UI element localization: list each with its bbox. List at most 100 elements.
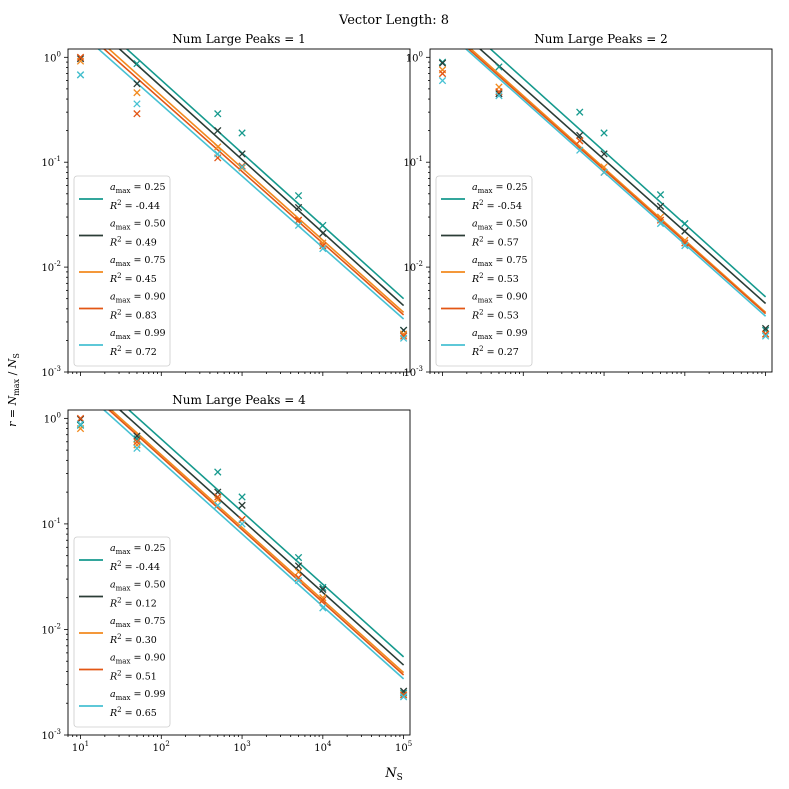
- legend-entry-amax-0.25: amax = 0.25 R2 = -0.54: [441, 182, 528, 212]
- data-point-amax-0.25: [214, 110, 222, 118]
- legend-amax-label: amax = 0.90: [472, 292, 528, 305]
- data-point-amax-0.75: [214, 143, 222, 151]
- legend-r2-label: R2 = 0.27: [471, 345, 519, 358]
- legend-amax-label: amax = 0.90: [110, 292, 166, 305]
- data-point-amax-0.25: [294, 553, 303, 562]
- data-point-amax-0.50: [294, 203, 303, 212]
- data-point-amax-0.99: [238, 520, 246, 528]
- legend-amax-label: amax = 0.99: [110, 689, 166, 702]
- legend-entry-amax-0.50: amax = 0.50 R2 = 0.12: [79, 580, 166, 610]
- data-point-amax-0.25: [133, 435, 141, 443]
- legend-entry-amax-0.50: amax = 0.50 R2 = 0.57: [441, 219, 528, 249]
- data-point-amax-0.99: [600, 168, 608, 177]
- legend-entry-amax-0.75: amax = 0.75 R2 = 0.45: [79, 255, 166, 285]
- data-point-amax-0.25: [495, 63, 503, 71]
- fit-line-amax-0.75: [110, 410, 405, 674]
- data-point-amax-0.50: [238, 501, 246, 509]
- legend-amax-label: amax = 0.50: [472, 219, 528, 232]
- panel-title: Num Large Peaks = 4: [172, 393, 306, 407]
- data-point-amax-0.99: [399, 334, 408, 342]
- legend-entry-amax-0.99: amax = 0.99 R2 = 0.27: [441, 328, 528, 358]
- legend-r2-label: R2 = 0.57: [471, 236, 519, 249]
- y-tick-label: 10-2: [41, 260, 61, 274]
- data-point-amax-0.90: [576, 137, 584, 145]
- legend-entry-amax-0.90: amax = 0.90 R2 = 0.83: [79, 292, 166, 322]
- data-point-amax-0.99: [319, 604, 327, 612]
- y-axis-label: r = Nmax / NS: [6, 353, 21, 427]
- data-point-amax-0.25: [600, 129, 608, 137]
- legend-r2-label: R2 = 0.30: [109, 633, 157, 646]
- legend-amax-label: amax = 0.75: [472, 255, 528, 268]
- data-point-amax-0.99: [576, 146, 584, 154]
- fit-line-amax-0.90: [102, 49, 405, 316]
- data-point-amax-0.90: [319, 596, 327, 604]
- data-point-amax-0.90: [133, 438, 141, 446]
- legend-amax-label: amax = 0.50: [110, 219, 166, 232]
- legend-entry-amax-0.90: amax = 0.90 R2 = 0.53: [441, 292, 528, 322]
- y-tick-label: 10-3: [41, 728, 61, 742]
- data-point-amax-0.75: [681, 236, 689, 244]
- y-tick-label: 10-3: [41, 365, 61, 379]
- data-point-amax-0.75: [600, 163, 608, 171]
- fit-line-amax-0.50: [118, 49, 405, 307]
- data-point-amax-0.50: [576, 131, 584, 140]
- legend-r2-label: R2 = 0.51: [109, 670, 157, 683]
- legend-r2-label: R2 = 0.49: [109, 236, 157, 249]
- data-point-amax-0.99: [214, 150, 222, 158]
- fit-line-amax-0.25: [127, 410, 405, 658]
- data-point-amax-0.75: [294, 568, 303, 576]
- data-point-amax-0.90: [214, 493, 222, 501]
- legend-r2-label: R2 = -0.54: [471, 199, 522, 212]
- data-point-amax-0.99: [76, 71, 85, 79]
- x-tick-label: 101: [72, 740, 89, 754]
- data-point-amax-0.99: [681, 242, 689, 250]
- legend-amax-label: amax = 0.25: [110, 543, 166, 556]
- data-point-amax-0.75: [133, 89, 141, 97]
- data-point-amax-0.25: [76, 421, 85, 429]
- data-point-amax-0.50: [681, 227, 689, 235]
- legend-entry-amax-0.50: amax = 0.50 R2 = 0.49: [79, 219, 166, 249]
- legend-amax-label: amax = 0.25: [110, 182, 166, 195]
- panel-1: Num Large Peaks = 1 10-3 10-2 10-1 100 amax =…: [41, 32, 411, 379]
- data-point-amax-0.75: [214, 495, 222, 504]
- legend-entry-amax-0.90: amax = 0.90 R2 = 0.51: [79, 653, 166, 683]
- data-point-amax-0.50: [76, 55, 85, 63]
- x-tick-label: 102: [153, 740, 170, 754]
- fit-line-amax-0.25: [125, 49, 405, 300]
- data-point-amax-0.50: [761, 324, 770, 333]
- legend-entry-amax-0.75: amax = 0.75 R2 = 0.53: [441, 255, 528, 285]
- y-tick-label: 10-1: [41, 517, 61, 531]
- data-point-amax-0.25: [133, 59, 141, 68]
- legend-amax-label: amax = 0.99: [472, 328, 528, 341]
- data-point-amax-0.99: [319, 244, 327, 253]
- data-point-amax-0.99: [133, 444, 141, 452]
- data-point-amax-0.25: [438, 58, 447, 66]
- data-point-amax-0.50: [438, 59, 447, 67]
- legend: amax = 0.25 R2 = -0.44 amax = 0.50 R2 = 0.4…: [73, 175, 171, 367]
- x-axis-label: NS: [384, 766, 403, 783]
- data-point-amax-0.50: [319, 229, 327, 237]
- legend-amax-label: amax = 0.75: [110, 255, 166, 268]
- axes-frame: [67, 409, 411, 736]
- data-point-amax-0.25: [238, 129, 246, 137]
- x-tick-label: 103: [233, 740, 250, 754]
- data-point-amax-0.99: [399, 693, 408, 701]
- data-point-amax-0.99: [761, 332, 770, 340]
- legend-r2-label: R2 = 0.65: [109, 706, 157, 719]
- data-point-amax-0.90: [238, 162, 246, 170]
- legend-r2-label: R2 = 0.53: [471, 309, 519, 322]
- panel-3: Num Large Peaks = 4 10-3 10-2 10-1 100 101 102…: [41, 393, 412, 754]
- svg-text:NS: NS: [384, 766, 403, 783]
- fit-line-amax-0.75: [469, 49, 767, 313]
- data-point-amax-0.99: [294, 576, 303, 585]
- data-point-amax-0.50: [495, 90, 503, 98]
- fit-line-amax-0.90: [467, 49, 767, 315]
- data-point-amax-0.25: [319, 583, 327, 592]
- data-point-amax-0.25: [294, 191, 303, 200]
- legend-amax-label: amax = 0.25: [472, 182, 528, 195]
- legend-amax-label: amax = 0.50: [110, 580, 166, 593]
- data-point-amax-0.50: [294, 562, 303, 570]
- y-tick-label: 100: [44, 50, 61, 64]
- data-point-amax-0.99: [214, 501, 222, 509]
